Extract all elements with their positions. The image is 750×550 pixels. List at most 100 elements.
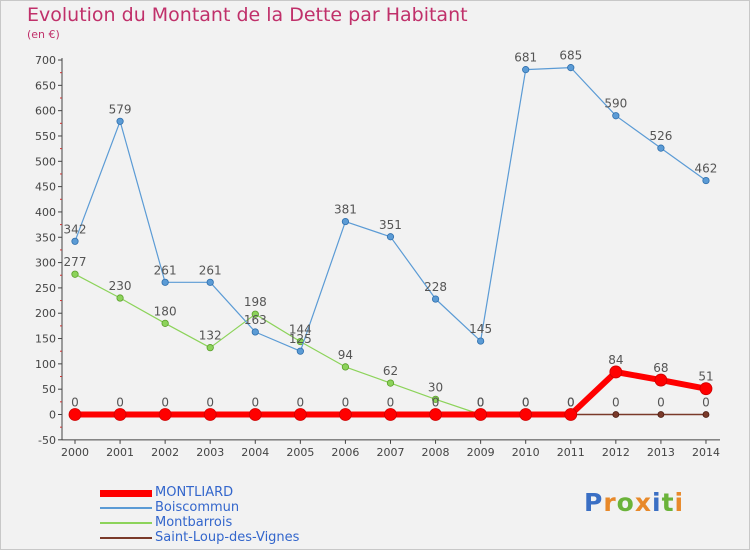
saint-loup-des-vignes-data-label: 0 bbox=[612, 396, 620, 410]
x-tick-label: 2014 bbox=[692, 446, 720, 459]
y-tick-label: 0 bbox=[49, 409, 56, 422]
saint-loup-des-vignes-data-label: 0 bbox=[657, 396, 665, 410]
boiscommun-point bbox=[386, 233, 395, 241]
montliard-point bbox=[429, 408, 442, 421]
legend-swatch bbox=[100, 537, 152, 539]
y-tick-label: 600 bbox=[35, 105, 56, 118]
boiscommun-data-label: 685 bbox=[559, 49, 582, 63]
boiscommun-data-label: 351 bbox=[379, 218, 402, 232]
proxiti-logo: Proxiti bbox=[584, 488, 684, 517]
montbarrois-data-label: 30 bbox=[428, 380, 443, 394]
y-tick-label: 400 bbox=[35, 206, 56, 219]
legend-label: Montbarrois bbox=[155, 515, 233, 530]
y-tick-label: 50 bbox=[42, 383, 56, 396]
boiscommun-data-label: 526 bbox=[649, 129, 672, 143]
boiscommun-data-label: 381 bbox=[334, 203, 357, 217]
montbarrois-data-label: 132 bbox=[199, 329, 222, 343]
montliard-data-label: 68 bbox=[653, 361, 668, 375]
legend-label: Boiscommun bbox=[155, 500, 240, 515]
boiscommun-data-label: 163 bbox=[244, 313, 267, 327]
montbarrois-data-label: 0 bbox=[522, 396, 530, 410]
y-tick-label: 350 bbox=[35, 231, 56, 244]
boiscommun-point bbox=[341, 217, 350, 226]
boiscommun-data-label: 145 bbox=[469, 322, 492, 336]
montliard-point bbox=[519, 408, 533, 421]
saint-loup-des-vignes-point bbox=[657, 411, 665, 418]
montliard-data-label: 0 bbox=[342, 396, 350, 410]
x-tick-label: 2004 bbox=[241, 446, 269, 459]
y-tick-label: 200 bbox=[35, 307, 56, 320]
montbarrois-data-label: 198 bbox=[244, 295, 267, 309]
boiscommun-data-label: 681 bbox=[514, 51, 537, 65]
saint-loup-des-vignes-data-label: 0 bbox=[702, 396, 710, 410]
y-tick-label: 550 bbox=[35, 130, 56, 143]
x-tick-label: 2010 bbox=[512, 446, 540, 459]
boiscommun-point bbox=[251, 328, 259, 336]
montbarrois-data-label: 62 bbox=[383, 364, 398, 378]
montliard-point bbox=[609, 365, 623, 379]
boiscommun-data-label: 342 bbox=[64, 222, 87, 236]
y-tick-label: 300 bbox=[35, 257, 56, 270]
x-tick-label: 2013 bbox=[647, 446, 675, 459]
logo-letter: P bbox=[584, 488, 604, 517]
legend-label: MONTLIARD bbox=[155, 485, 234, 500]
x-tick-label: 2007 bbox=[376, 446, 404, 459]
y-tick-label: 700 bbox=[35, 54, 56, 67]
montliard-point bbox=[203, 408, 217, 421]
montliard-data-label: 0 bbox=[522, 396, 530, 410]
montbarrois-point bbox=[206, 344, 214, 352]
montliard-point bbox=[248, 408, 262, 421]
montliard-point bbox=[699, 382, 713, 396]
logo-letter: x bbox=[634, 488, 652, 517]
x-tick-label: 2001 bbox=[106, 446, 134, 459]
montliard-data-label: 0 bbox=[161, 396, 169, 410]
legend-swatch bbox=[100, 522, 152, 524]
x-tick-label: 2003 bbox=[196, 446, 224, 459]
chart-title: Evolution du Montant de la Dette par Hab… bbox=[27, 4, 468, 26]
boiscommun-point bbox=[567, 64, 575, 72]
montbarrois-point bbox=[386, 379, 395, 387]
montliard-point bbox=[654, 373, 668, 387]
saint-loup-des-vignes-point bbox=[612, 411, 620, 418]
montbarrois-data-label: 94 bbox=[338, 348, 353, 362]
montliard-point bbox=[158, 408, 172, 421]
montbarrois-data-label: 0 bbox=[477, 396, 485, 410]
montliard-data-label: 84 bbox=[608, 353, 623, 367]
x-tick-label: 2000 bbox=[61, 446, 89, 459]
montliard-point bbox=[293, 408, 307, 421]
y-tick-label: 500 bbox=[35, 155, 56, 168]
montbarrois-point bbox=[116, 294, 124, 302]
montliard-data-label: 0 bbox=[477, 396, 485, 410]
montbarrois-point bbox=[251, 310, 259, 318]
boiscommun-point bbox=[206, 278, 214, 286]
boiscommun-point bbox=[296, 347, 304, 355]
montliard-point bbox=[68, 408, 82, 421]
unit-label: (en €) bbox=[27, 28, 60, 41]
montbarrois-data-label: 230 bbox=[109, 279, 132, 293]
montbarrois-data-label: 180 bbox=[154, 304, 177, 318]
x-tick-label: 2005 bbox=[286, 446, 314, 459]
logo-letter: t bbox=[661, 488, 675, 517]
montliard-data-label: 0 bbox=[251, 396, 259, 410]
montliard-data-label: 0 bbox=[567, 396, 575, 410]
boiscommun-point bbox=[657, 144, 665, 152]
montliard-point bbox=[113, 408, 127, 421]
montliard-point bbox=[339, 408, 352, 421]
montbarrois-line bbox=[74, 273, 571, 416]
montliard-data-label: 0 bbox=[297, 396, 305, 410]
montliard-data-label: 0 bbox=[387, 396, 395, 410]
montliard-point bbox=[474, 408, 488, 421]
montliard-point bbox=[564, 408, 578, 421]
boiscommun-point bbox=[477, 337, 485, 345]
legend-swatch bbox=[100, 489, 152, 497]
y-tick-label: -50 bbox=[38, 434, 56, 447]
montbarrois-data-label: 144 bbox=[289, 323, 312, 337]
y-tick-label: 650 bbox=[35, 79, 56, 92]
montliard-data-label: 0 bbox=[116, 396, 124, 410]
boiscommun-data-label: 579 bbox=[109, 102, 132, 116]
boiscommun-point bbox=[612, 112, 620, 120]
montliard-point bbox=[384, 408, 397, 421]
montbarrois-data-label: 277 bbox=[64, 255, 87, 269]
logo-letter: o bbox=[616, 488, 635, 517]
